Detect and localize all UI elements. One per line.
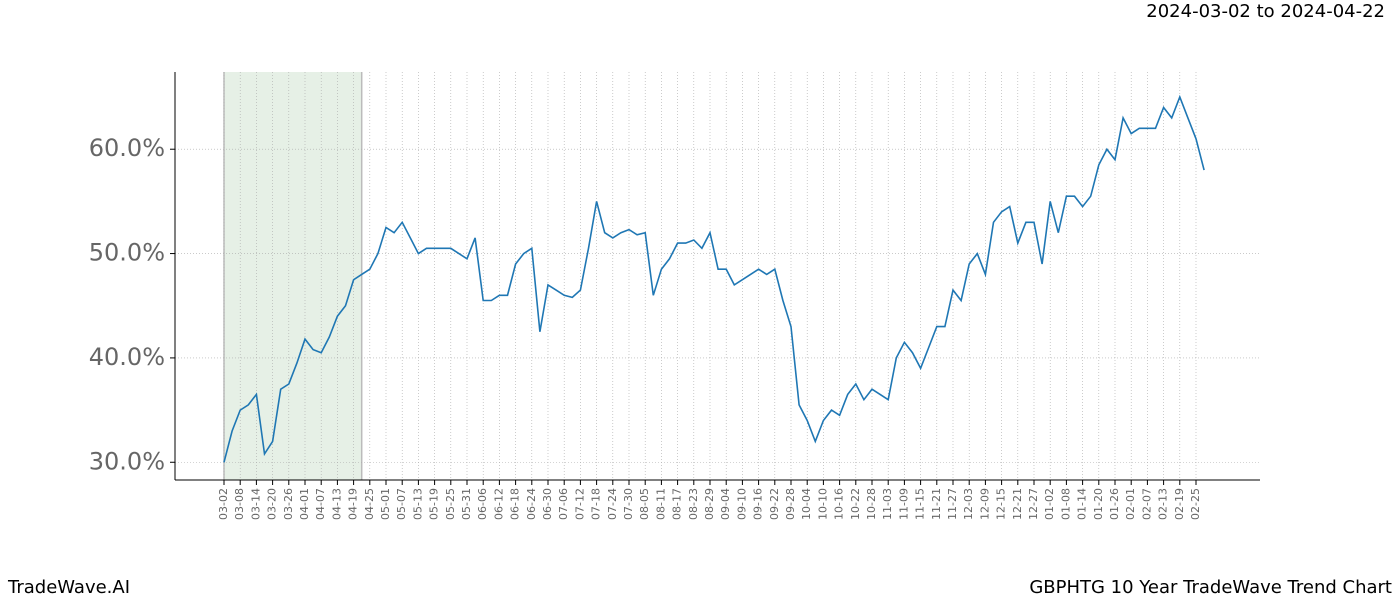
trend-line xyxy=(223,94,1205,463)
x-tick-label: 12-15 xyxy=(995,488,1008,520)
x-tick-label: 10-04 xyxy=(800,488,813,520)
x-tick-label: 01-26 xyxy=(1108,488,1121,520)
x-tick-label: 11-15 xyxy=(914,488,927,520)
x-tick-label: 06-12 xyxy=(492,488,505,520)
x-tick-label: 05-31 xyxy=(460,488,473,520)
x-tick-label: 10-22 xyxy=(849,488,862,520)
x-tick-label: 07-12 xyxy=(573,488,586,520)
x-tick-label: 08-23 xyxy=(687,488,700,520)
x-tick-label: 06-06 xyxy=(476,488,489,520)
x-tick-label: 12-09 xyxy=(978,488,991,520)
x-tick-label: 10-10 xyxy=(816,488,829,520)
y-tick-label: 60.0% xyxy=(89,134,165,162)
x-tick-label: 05-19 xyxy=(428,488,441,520)
x-tick-label: 10-16 xyxy=(833,488,846,520)
x-tick-label: 10-28 xyxy=(865,488,878,520)
x-tick-label: 09-16 xyxy=(752,488,765,520)
x-tick-label: 06-18 xyxy=(509,488,522,520)
x-tick-label: 09-28 xyxy=(784,488,797,520)
x-tick-label: 03-20 xyxy=(266,488,279,520)
plot-area: 03-02 03-08 03-14 03-20 03-26 04-01 04-07 04-13… xyxy=(89,72,1260,520)
x-tick-label: 04-19 xyxy=(347,488,360,520)
x-tick-label: 12-21 xyxy=(1011,488,1024,520)
x-tick-label: 05-25 xyxy=(444,488,457,520)
x-tick-label: 04-07 xyxy=(314,488,327,520)
x-tick-label: 05-01 xyxy=(379,488,392,520)
x-tick-label: 12-03 xyxy=(962,488,975,520)
x-tick-label: 11-09 xyxy=(897,488,910,520)
x-tick-label: 08-11 xyxy=(654,488,667,520)
x-tick-label: 02-13 xyxy=(1157,488,1170,520)
x-tick-label: 07-24 xyxy=(606,488,619,520)
x-tick-label: 11-21 xyxy=(930,488,943,520)
x-tick-label: 04-13 xyxy=(330,488,343,520)
x-tick-label: 09-10 xyxy=(735,488,748,520)
chart-title: GBPHTG 10 Year TradeWave Trend Chart xyxy=(1029,577,1392,598)
x-tick-label: 01-02 xyxy=(1043,488,1056,520)
x-tick-label: 03-08 xyxy=(233,488,246,520)
x-tick-label: 12-27 xyxy=(1027,488,1040,520)
x-tick-label: 04-01 xyxy=(298,488,311,520)
x-tick-label: 03-14 xyxy=(249,488,262,520)
x-tick-label: 06-30 xyxy=(541,488,554,520)
x-tick-label: 03-26 xyxy=(282,488,295,520)
x-tick-label: 09-04 xyxy=(719,488,732,520)
x-tick-label: 02-25 xyxy=(1189,488,1202,520)
x-tick-label: 01-08 xyxy=(1059,488,1072,520)
x-tick-label: 05-07 xyxy=(395,488,408,520)
x-tick-label: 04-25 xyxy=(363,488,376,520)
x-tick-label: 07-18 xyxy=(590,488,603,520)
x-tick-label: 01-20 xyxy=(1092,488,1105,520)
x-tick-label: 11-27 xyxy=(946,488,959,520)
x-tick-label: 02-07 xyxy=(1140,488,1153,520)
date-range: 2024-03-02 to 2024-04-22 xyxy=(1146,1,1385,22)
highlight-band xyxy=(224,72,362,480)
x-tick-label: 06-24 xyxy=(525,488,538,520)
y-tick-label: 50.0% xyxy=(89,239,165,267)
y-tick-label: 30.0% xyxy=(89,447,165,475)
x-tick-label: 07-06 xyxy=(557,488,570,520)
x-tick-label: 02-19 xyxy=(1173,488,1186,520)
x-tick-label: 08-29 xyxy=(703,488,716,520)
x-tick-label: 08-17 xyxy=(671,488,684,520)
x-tick-label: 08-05 xyxy=(638,488,651,520)
x-tick-label: 02-01 xyxy=(1124,488,1137,520)
x-tick-label: 07-30 xyxy=(622,488,635,520)
brand: TradeWave.AI xyxy=(7,577,130,598)
x-tick-label: 09-22 xyxy=(768,488,781,520)
x-tick-label: 11-03 xyxy=(881,488,894,520)
y-tick-label: 40.0% xyxy=(89,343,165,371)
x-tick-label: 01-14 xyxy=(1076,488,1089,520)
x-tick-label: 05-13 xyxy=(411,488,424,520)
x-tick-label: 03-02 xyxy=(217,488,230,520)
